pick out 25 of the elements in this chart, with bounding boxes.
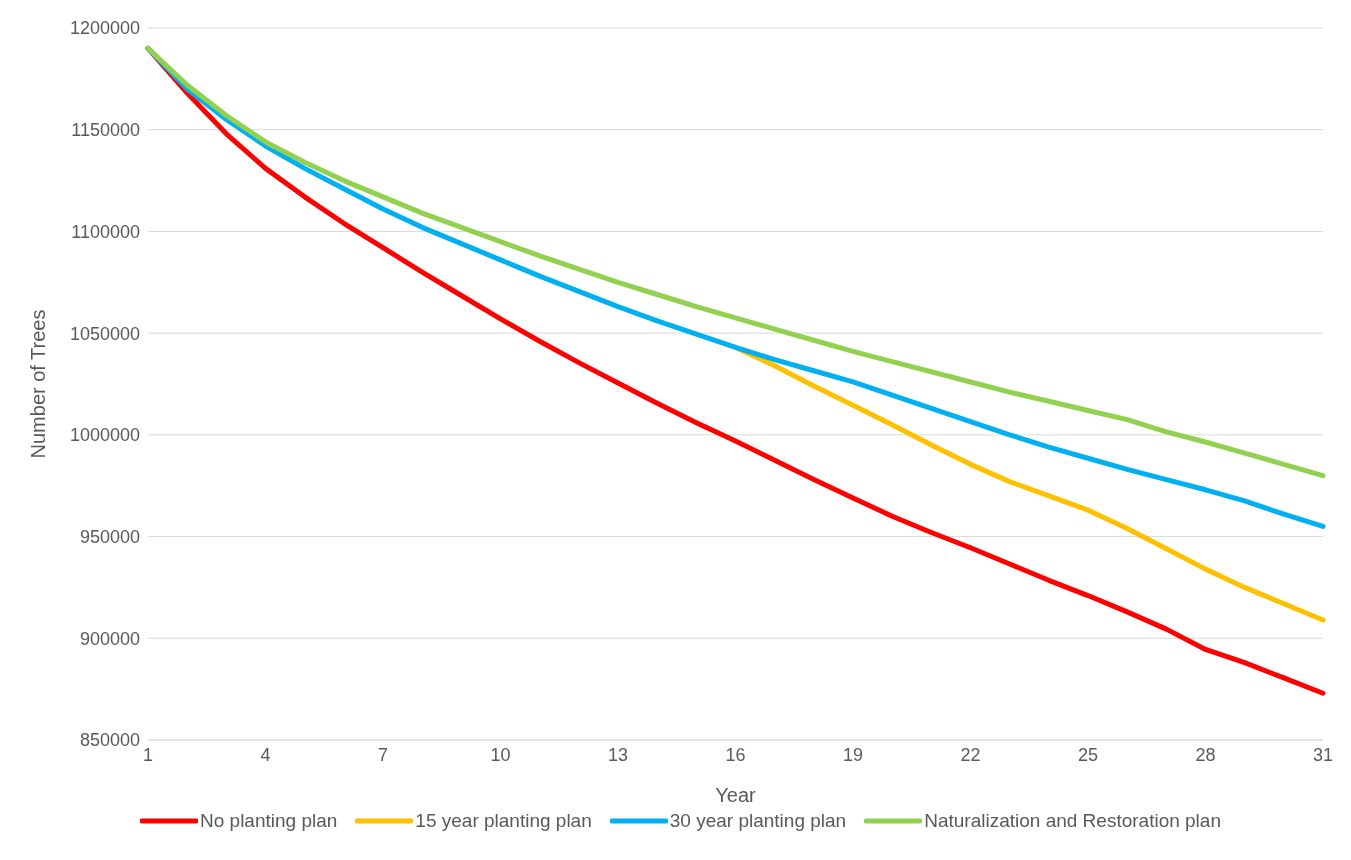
y-tick-label: 850000 xyxy=(79,730,140,751)
x-tick-label: 22 xyxy=(960,744,981,765)
legend-label: 30 year planting plan xyxy=(669,810,847,832)
y-axis-title: Number of Trees xyxy=(27,309,50,459)
x-tick-label: 13 xyxy=(607,744,629,765)
x-tick-label: 16 xyxy=(725,744,746,765)
y-tick-label: 1150000 xyxy=(71,120,140,141)
x-tick-label: 1 xyxy=(142,744,154,765)
y-tick-label: 1200000 xyxy=(69,18,140,39)
x-tick-label: 4 xyxy=(260,744,271,765)
x-tick-label: 10 xyxy=(490,744,511,765)
x-tick-label: 31 xyxy=(1312,744,1334,765)
y-tick-label: 900000 xyxy=(79,628,140,649)
x-tick-label: 7 xyxy=(377,744,389,765)
x-tick-label: 25 xyxy=(1077,744,1099,765)
legend-label: Naturalization and Restoration plan xyxy=(924,810,1221,832)
y-tick-label: 1050000 xyxy=(69,323,140,344)
x-tick-label: 28 xyxy=(1195,744,1216,765)
y-tick-label: 1100000 xyxy=(71,221,140,242)
legend-label: No planting plan xyxy=(200,810,338,832)
x-tick-label: 19 xyxy=(842,744,864,765)
legend-label: 15 year planting plan xyxy=(415,810,592,832)
y-tick-label: 950000 xyxy=(79,526,140,547)
y-tick-label: 1000000 xyxy=(69,425,140,446)
x-axis-title: Year xyxy=(715,784,757,806)
